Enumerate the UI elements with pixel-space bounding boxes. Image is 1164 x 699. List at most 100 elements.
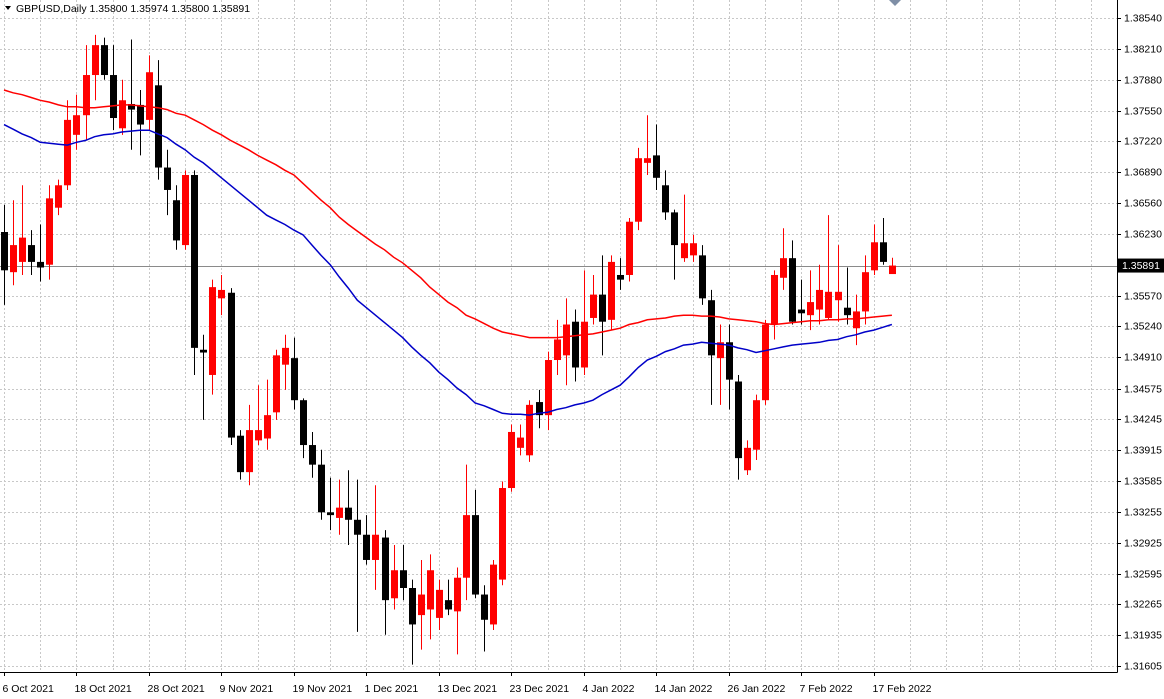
y-tick-label: 1.36890: [1124, 166, 1162, 178]
x-tick-label: 26 Jan 2022: [728, 683, 786, 695]
candle-body: [545, 360, 552, 416]
candle-body: [662, 185, 669, 213]
x-tick-label: 9 Nov 2021: [220, 683, 274, 695]
candle-body: [789, 258, 796, 322]
x-tick-label: 17 Feb 2022: [873, 683, 932, 695]
candle-body: [363, 534, 370, 560]
candle-body: [391, 570, 398, 599]
candle-body: [273, 355, 280, 413]
candle-body: [853, 311, 860, 329]
candle-body: [671, 212, 678, 246]
candle-body: [182, 175, 189, 246]
candle-body: [418, 594, 425, 616]
candle-body: [345, 507, 352, 520]
candle-body: [844, 307, 851, 316]
candle-body: [218, 289, 225, 299]
candle-body: [780, 258, 787, 278]
x-tick-label: 4 Jan 2022: [583, 683, 635, 695]
y-tick-label: 1.36560: [1124, 197, 1162, 209]
y-tick-label: 1.33585: [1124, 475, 1162, 487]
candle-body: [536, 402, 543, 416]
chart-title: GBPUSD,Daily 1.35800 1.35974 1.35800 1.3…: [16, 3, 250, 15]
candle-body: [499, 488, 506, 580]
candle-body: [889, 265, 896, 275]
candle-body: [409, 588, 416, 625]
candle-body: [771, 274, 778, 325]
candle-body: [572, 321, 579, 368]
candle-body: [436, 589, 443, 618]
candle-body: [146, 72, 153, 120]
y-tick-label: 1.37220: [1124, 135, 1162, 147]
x-tick-label: 19 Nov 2021: [293, 683, 353, 695]
y-tick-label: 1.37550: [1124, 105, 1162, 117]
candle-body: [73, 115, 80, 135]
candle-body: [717, 342, 724, 359]
candle-body: [690, 243, 697, 256]
candle-body: [191, 175, 198, 348]
candle-body: [626, 221, 633, 275]
y-tick-label: 1.35570: [1124, 290, 1162, 302]
candle-body: [508, 431, 515, 489]
candle-body: [490, 564, 497, 625]
candle-body: [681, 243, 688, 259]
candle-body: [382, 537, 389, 601]
candle-body: [228, 292, 235, 438]
candle-body: [590, 294, 597, 318]
y-tick-label: 1.31605: [1124, 660, 1162, 672]
candle-body: [753, 400, 760, 450]
candle-body: [101, 45, 108, 76]
candle-body: [563, 324, 570, 356]
candle-body: [481, 594, 488, 620]
candle-body: [119, 100, 126, 129]
y-tick-label: 1.32925: [1124, 537, 1162, 549]
candle-body: [427, 570, 434, 610]
candle-body: [64, 119, 71, 186]
current-price-box: [1118, 258, 1164, 273]
candle-body: [318, 464, 325, 513]
candle-body: [807, 302, 814, 316]
candle-body: [400, 570, 407, 588]
candle-body: [517, 437, 524, 448]
x-tick-label: 13 Dec 2021: [438, 683, 498, 695]
candle-body: [798, 309, 805, 314]
candle-body: [644, 158, 651, 163]
candle-body: [726, 342, 733, 380]
menu-icon[interactable]: [5, 6, 11, 10]
candle-body: [336, 507, 343, 518]
x-tick-label: 18 Oct 2021: [75, 683, 132, 695]
candle-body: [708, 300, 715, 356]
y-tick-label: 1.34910: [1124, 351, 1162, 363]
candle-body: [128, 103, 135, 110]
x-tick-label: 7 Feb 2022: [800, 683, 853, 695]
candle-body: [137, 104, 144, 125]
candle-body: [871, 242, 878, 271]
x-tick-label: 1 Dec 2021: [365, 683, 419, 695]
candle-body: [454, 577, 461, 612]
current-price-tag: 1.35891: [1118, 258, 1164, 273]
candle-body: [28, 245, 35, 262]
y-tick-label: 1.32265: [1124, 598, 1162, 610]
y-tick-label: 1.31935: [1124, 629, 1162, 641]
candle-body: [635, 158, 642, 222]
x-tick-label: 28 Oct 2021: [148, 683, 205, 695]
scroll-marker[interactable]: [889, 0, 901, 6]
candle-body: [291, 358, 298, 401]
candle-body: [526, 404, 533, 456]
candle-body: [110, 75, 117, 119]
candle-body: [300, 400, 307, 446]
candle-body: [200, 349, 207, 353]
y-tick-label: 1.36230: [1124, 228, 1162, 240]
candle-body: [83, 75, 90, 116]
candle-body: [445, 600, 452, 610]
y-tick-label: 1.34245: [1124, 413, 1162, 425]
candle-body: [608, 261, 615, 320]
moving-average: [3, 123, 893, 416]
candle-body: [653, 155, 660, 178]
candle-body: [164, 167, 171, 190]
candle-body: [825, 291, 832, 318]
y-tick-label: 1.38210: [1124, 43, 1162, 55]
y-tick-label: 1.37880: [1124, 74, 1162, 86]
candle-body: [463, 515, 470, 578]
current-price-label: 1.35891: [1122, 260, 1160, 272]
candle-body: [372, 534, 379, 560]
